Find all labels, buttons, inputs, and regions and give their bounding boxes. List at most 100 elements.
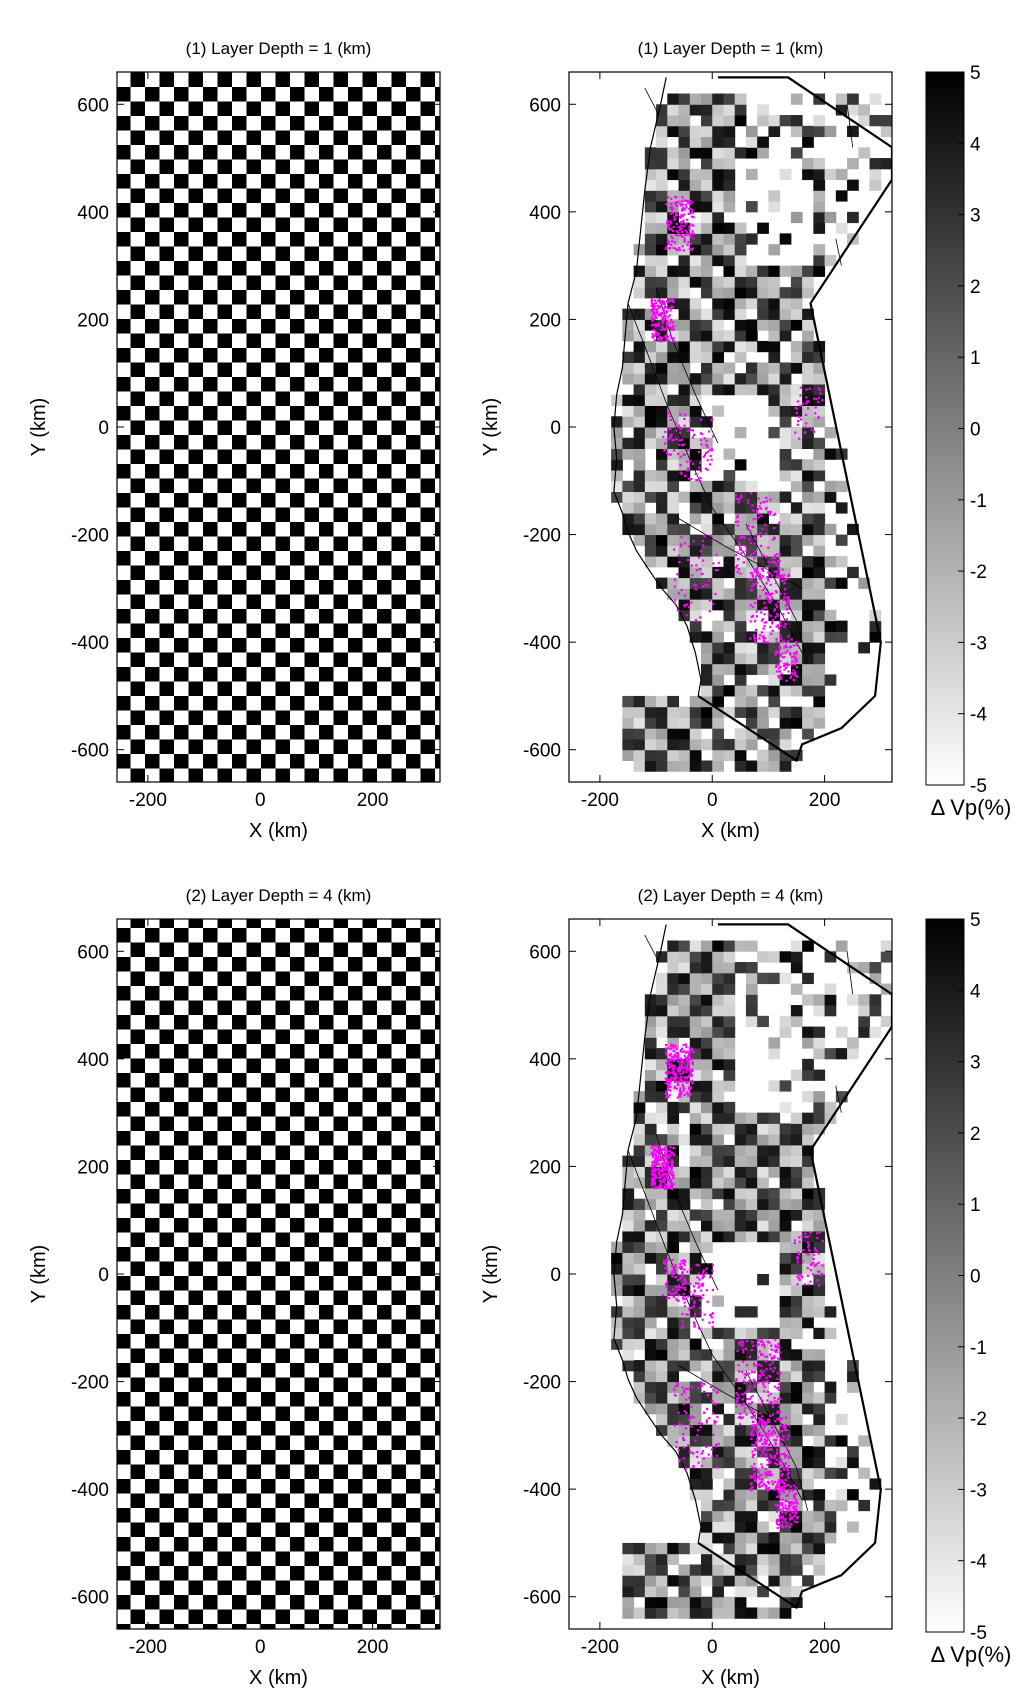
earthquake-points	[650, 1043, 824, 1529]
y-tick-label: -200	[523, 526, 561, 547]
earthquake-points	[650, 195, 824, 682]
colorbar-tick-label: 4	[970, 134, 981, 155]
fault-line	[644, 87, 660, 116]
y-axis-label: Y (km)	[28, 398, 50, 457]
colorbar-tick-label: -1	[970, 491, 987, 512]
panel-recovered-model-layer-2: (2) Layer Depth = 4 (km) -200 0 200 600 400 20…	[480, 886, 893, 1689]
y-tick-label: 400	[529, 1050, 561, 1071]
colorbar-tick-label: -2	[970, 1409, 987, 1430]
x-axis-label: X (km)	[701, 820, 760, 842]
map-content	[611, 923, 892, 1619]
y-tick-label: 600	[77, 942, 109, 963]
colorbar-tick-label: -5	[970, 776, 987, 797]
y-tick-label: -600	[523, 741, 561, 762]
colorbar-tick-label: -2	[970, 562, 987, 583]
colorbar-tick-label: -4	[970, 1552, 987, 1573]
y-tick-label: -400	[71, 1480, 109, 1501]
colorbar-tick-label: 4	[970, 981, 981, 1002]
x-tick-label: -200	[581, 790, 619, 811]
y-tick-label: -400	[71, 633, 109, 654]
colorbar-gradient	[925, 918, 965, 1633]
x-tick-label: 0	[255, 790, 266, 811]
colorbar-tick-label: 5	[970, 910, 981, 931]
x-tick-label: 0	[707, 790, 718, 811]
colorbar-label: Δ Vp(%)	[931, 795, 1012, 820]
y-tick-label: 600	[529, 95, 561, 116]
y-tick-label: 600	[529, 942, 561, 963]
panel-title: (2) Layer Depth = 4 (km)	[186, 886, 372, 905]
y-tick-label: 200	[77, 310, 109, 331]
y-axis-label: Y (km)	[28, 1245, 50, 1304]
coastline	[613, 924, 702, 1544]
checkerboard-cells	[117, 919, 440, 1629]
y-tick-label: -400	[523, 633, 561, 654]
x-axis-label: X (km)	[701, 1667, 760, 1689]
coastline	[613, 77, 702, 697]
fault-line	[644, 934, 660, 963]
x-tick-label: 0	[707, 1637, 718, 1658]
colorbar-tick-label: 5	[970, 63, 981, 84]
fault-line	[846, 951, 854, 995]
panel-input-model-layer-1: (1) Layer Depth = 1 (km) -200 0 200 600 400 20…	[28, 39, 441, 842]
y-tick-label: -600	[71, 1588, 109, 1609]
x-tick-label: 200	[357, 1637, 389, 1658]
y-tick-label: 200	[77, 1157, 109, 1178]
colorbar-tick-label: -3	[970, 633, 987, 654]
y-tick-label: 0	[98, 1265, 109, 1286]
colorbar-tick-label: 3	[970, 1053, 981, 1074]
colorbar-tick-label: 2	[970, 1124, 981, 1145]
panel-title: (1) Layer Depth = 1 (km)	[186, 39, 372, 58]
x-tick-label: 200	[809, 790, 841, 811]
y-axis-label: Y (km)	[480, 398, 502, 457]
colorbar-tick-label: -3	[970, 1480, 987, 1501]
checkerboard-cells	[117, 72, 440, 782]
x-axis-label: X (km)	[249, 1667, 308, 1689]
y-tick-label: -200	[71, 1373, 109, 1394]
colorbar-tick-label: -5	[970, 1623, 987, 1644]
colorbar-tick-label: 3	[970, 206, 981, 227]
y-tick-label: -600	[71, 741, 109, 762]
y-tick-label: 200	[529, 310, 561, 331]
y-tick-label: 400	[77, 1050, 109, 1071]
panel-input-model-layer-2: (2) Layer Depth = 4 (km) -200 0 200 600 400 20…	[28, 886, 441, 1689]
y-tick-label: 0	[550, 418, 561, 439]
fault-line	[846, 104, 854, 148]
y-tick-label: 600	[77, 95, 109, 116]
colorbar-tick-label: 2	[970, 277, 981, 298]
y-tick-label: 400	[529, 203, 561, 224]
y-tick-label: 0	[550, 1265, 561, 1286]
colorbar-tick-label: 0	[970, 420, 981, 441]
y-tick-label: -600	[523, 1588, 561, 1609]
x-tick-label: 200	[357, 790, 389, 811]
x-tick-label: 200	[809, 1637, 841, 1658]
colorbar-tick-label: -4	[970, 705, 987, 726]
y-tick-label: 200	[529, 1157, 561, 1178]
y-tick-label: -400	[523, 1480, 561, 1501]
x-axis-label: X (km)	[249, 820, 308, 842]
map-content	[611, 76, 892, 772]
colorbar-gradient	[925, 71, 965, 786]
anomaly-cells	[611, 940, 892, 1619]
colorbar-tick-label: 0	[970, 1267, 981, 1288]
fault-line	[627, 1150, 803, 1501]
x-tick-label: -200	[129, 1637, 167, 1658]
y-tick-label: -200	[523, 1373, 561, 1394]
colorbar-tick-label: -1	[970, 1338, 987, 1359]
fault-line	[745, 523, 809, 664]
panel-title: (2) Layer Depth = 4 (km)	[638, 886, 824, 905]
model-boundary	[697, 923, 892, 1610]
colorbar-1: 5 4 3 2 1 0 -1 -2 -3 -4 -5Δ Vp(%)	[925, 63, 1012, 820]
y-tick-label: 0	[98, 418, 109, 439]
fault-line	[627, 303, 803, 654]
colorbar-tick-label: 1	[970, 1195, 981, 1216]
panel-recovered-model-layer-1: (1) Layer Depth = 1 (km) -200 0 200 600 400 20…	[480, 39, 893, 842]
y-tick-label: 400	[77, 203, 109, 224]
colorbar-2: 5 4 3 2 1 0 -1 -2 -3 -4 -5Δ Vp(%)	[925, 910, 1011, 1667]
x-tick-label: 0	[255, 1637, 266, 1658]
panels-layer: (1) Layer Depth = 1 (km)-200 0 20060040020…	[28, 39, 1011, 1689]
y-tick-label: -200	[71, 526, 109, 547]
colorbar-tick-label: 1	[970, 348, 981, 369]
fault-line	[835, 238, 842, 266]
model-boundary	[697, 76, 892, 763]
